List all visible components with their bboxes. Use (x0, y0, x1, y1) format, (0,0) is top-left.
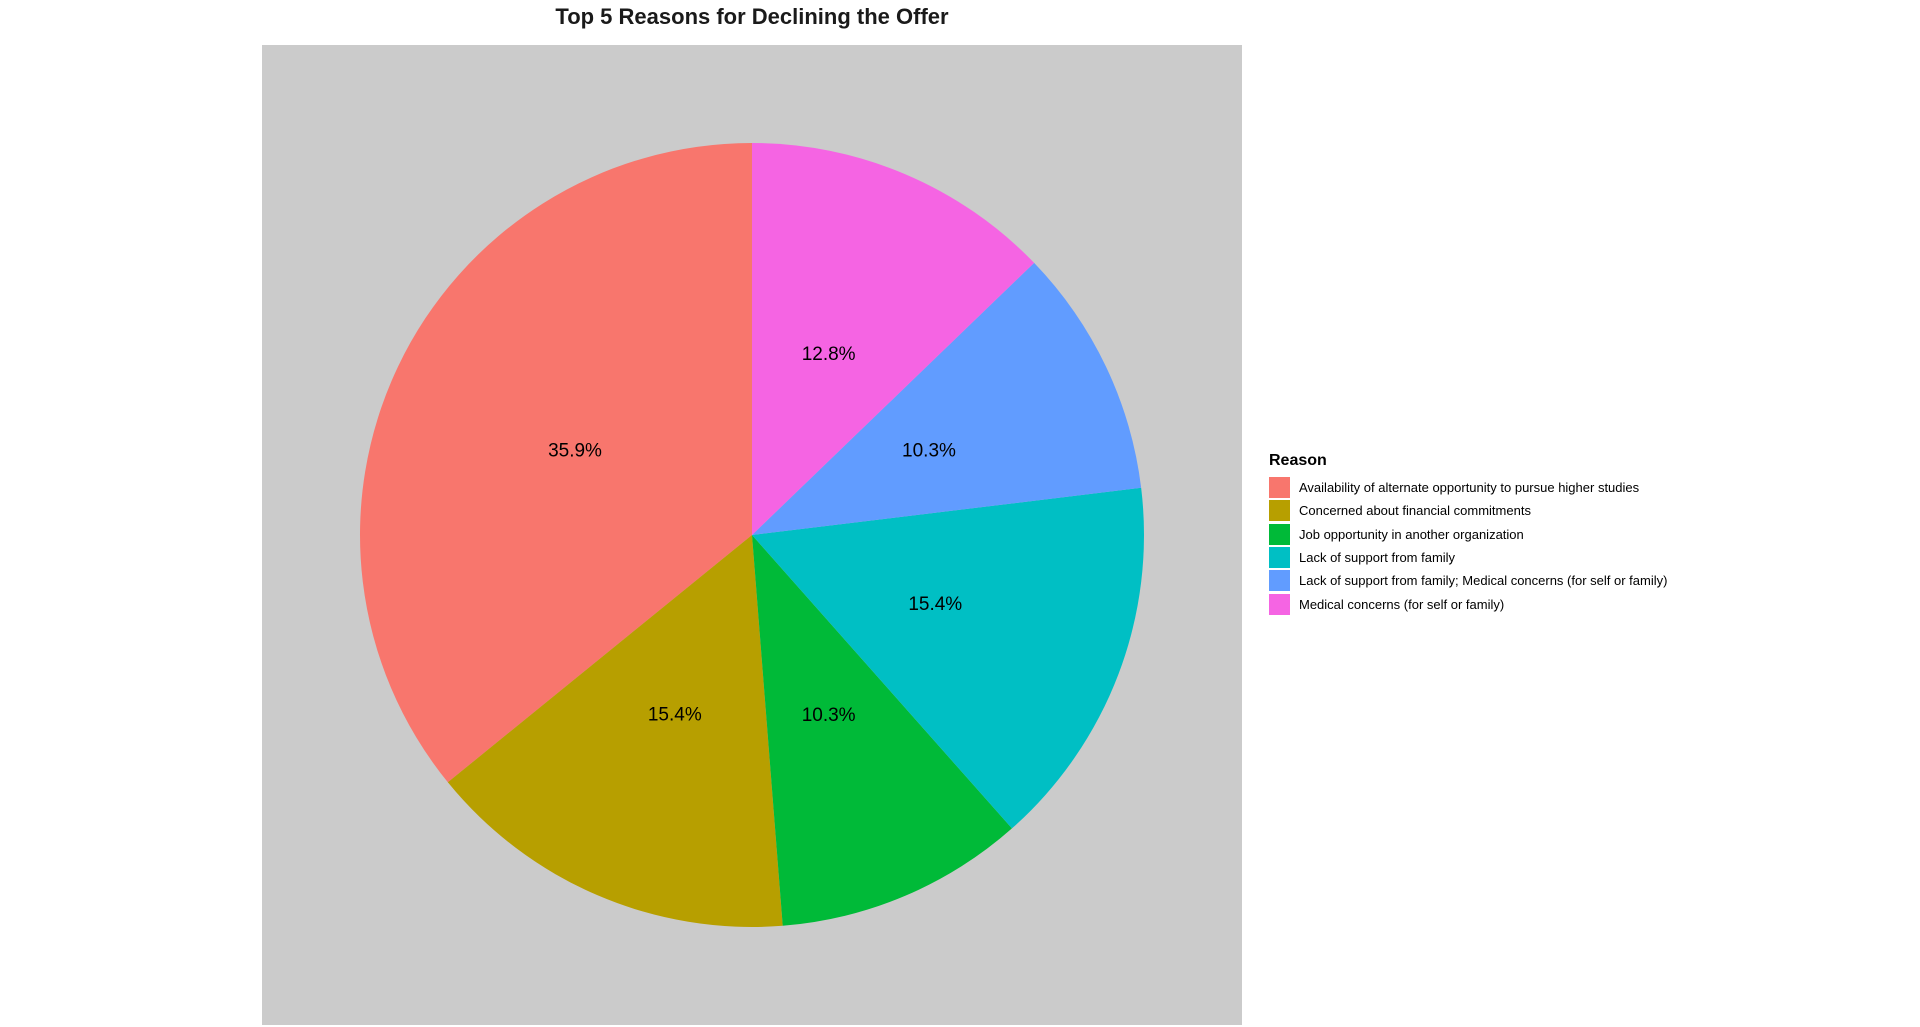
legend-label-1: Availability of alternate opportunity to… (1299, 480, 1640, 496)
pie-slice-5 (752, 262, 1142, 535)
pie-slice-2 (447, 535, 783, 927)
slice-label-3: 10.3% (802, 705, 856, 726)
legend-label-3: Job opportunity in another organization (1299, 526, 1524, 542)
legend-label-5: Lack of support from family; Medical con… (1299, 573, 1668, 589)
legend-key-4 (1269, 547, 1290, 569)
slice-label-2: 15.4% (648, 705, 702, 726)
pie-slice-1 (359, 143, 752, 783)
pie-chart: 35.9% 15.4% 10.3% 15.4% 10.3% 12.8% (359, 143, 1144, 927)
legend-key-6 (1269, 593, 1290, 615)
legend-label-2: Concerned about financial commitments (1299, 503, 1531, 519)
slice-label-6: 12.8% (802, 344, 856, 365)
legend-item-5: Lack of support from family; Medical con… (1269, 569, 1667, 592)
legend-item-3: Job opportunity in another organization (1269, 523, 1667, 546)
legend-item-6: Medical concerns (for self or family) (1269, 592, 1667, 615)
legend-label-4: Lack of support from family (1299, 550, 1456, 566)
legend-key-2 (1269, 500, 1290, 522)
legend-key-1 (1269, 477, 1290, 499)
legend-item-1: Availability of alternate opportunity to… (1269, 476, 1667, 499)
pie-slice-4 (752, 487, 1144, 829)
legend-item-4: Lack of support from family (1269, 546, 1667, 569)
legend-label-6: Medical concerns (for self or family) (1299, 596, 1505, 612)
chart-title: Top 5 Reasons for Declining the Offer (555, 4, 949, 29)
pie-slice-6 (752, 143, 1035, 535)
slice-label-4: 15.4% (908, 594, 962, 615)
slice-label-5: 10.3% (902, 440, 956, 461)
slice-label-1: 35.9% (548, 440, 602, 461)
legend: Reason Availability of alternate opportu… (1269, 452, 1667, 616)
legend-key-5 (1269, 570, 1290, 592)
legend-items: Availability of alternate opportunity to… (1269, 476, 1667, 616)
pie-slice-3 (752, 535, 1012, 926)
legend-key-3 (1269, 523, 1290, 545)
legend-title: Reason (1269, 452, 1327, 469)
legend-item-2: Concerned about financial commitments (1269, 499, 1667, 522)
